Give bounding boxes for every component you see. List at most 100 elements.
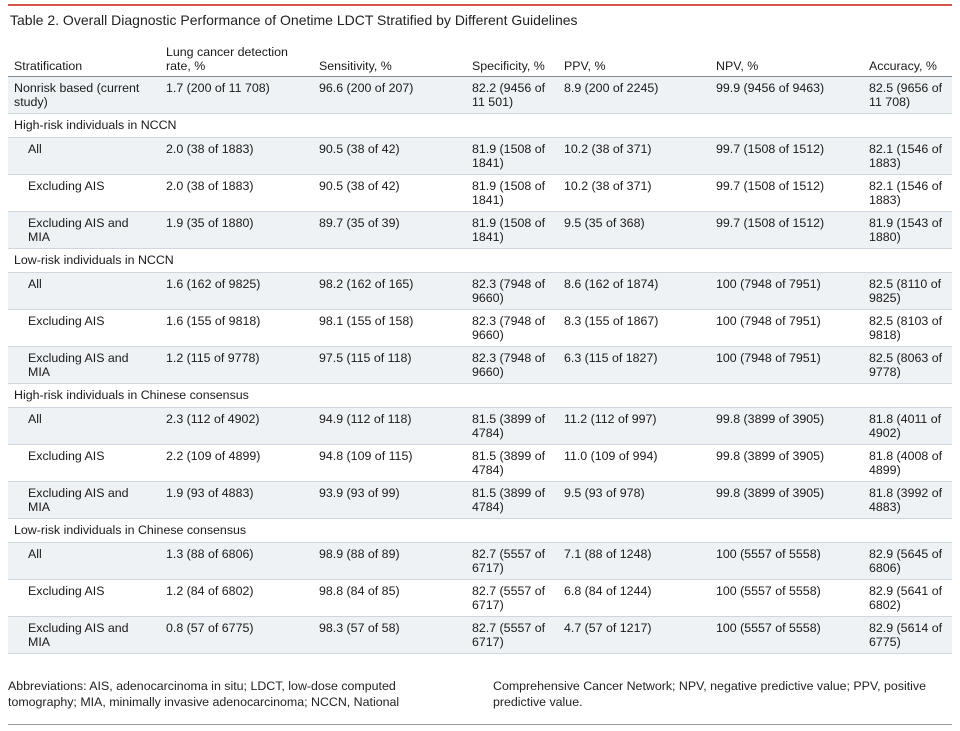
row-label: All (8, 407, 160, 445)
table-cell: 82.9 (5614 of 6775) (863, 616, 952, 654)
row-label: All (8, 542, 160, 580)
table-cell: 1.6 (162 of 9825) (160, 272, 313, 310)
table-cell: 97.5 (115 of 118) (313, 346, 466, 384)
table-cell: 99.9 (9456 of 9463) (710, 76, 863, 114)
table-cell: 2.3 (112 of 4902) (160, 407, 313, 445)
table-cell: 8.9 (200 of 2245) (558, 76, 710, 114)
table-cell: 82.5 (9656 of 11 708) (863, 76, 952, 114)
table-cell: 99.7 (1508 of 1512) (710, 211, 863, 249)
table-row: Excluding AIS and MIA 0.8 (57 of 6775) 98.… (8, 616, 952, 654)
table-cell: 82.2 (9456 of 11 501) (466, 76, 558, 114)
table-cell: 94.9 (112 of 118) (313, 407, 466, 445)
column-header: Accuracy, % (863, 36, 952, 77)
table-cell: 89.7 (35 of 39) (313, 211, 466, 249)
table-cell: 1.9 (93 of 4883) (160, 481, 313, 519)
table-cell: 82.3 (7948 of 9660) (466, 346, 558, 384)
section-label: Low-risk individuals in NCCN (8, 248, 952, 273)
table-cell: 98.2 (162 of 165) (313, 272, 466, 310)
row-label: Excluding AIS and MIA (8, 346, 160, 384)
table-cell: 82.7 (5557 of 6717) (466, 616, 558, 654)
table-cell: 1.7 (200 of 11 708) (160, 76, 313, 114)
table-header-row: Stratification Lung cancer detection rat… (8, 36, 952, 77)
table-cell: 0.8 (57 of 6775) (160, 616, 313, 654)
table-body: Nonrisk based (current study) 1.7 (200 of… (8, 76, 952, 654)
table-cell: 90.5 (38 of 42) (313, 174, 466, 212)
table-cell: 1.6 (155 of 9818) (160, 309, 313, 347)
diagnostic-performance-table: Stratification Lung cancer detection rat… (8, 36, 952, 654)
table-cell: 100 (7948 of 7951) (710, 309, 863, 347)
table-section-row: High-risk individuals in NCCN (8, 113, 952, 138)
table-cell: 98.9 (88 of 89) (313, 542, 466, 580)
table-cell: 9.5 (93 of 978) (558, 481, 710, 519)
table-cell: 82.1 (1546 of 1883) (863, 137, 952, 175)
table-row: Excluding AIS 2.0 (38 of 1883) 90.5 (38 of… (8, 174, 952, 212)
table-cell: 98.1 (155 of 158) (313, 309, 466, 347)
table-cell: 6.3 (115 of 1827) (558, 346, 710, 384)
table-cell: 1.3 (88 of 6806) (160, 542, 313, 580)
table-cell: 100 (5557 of 5558) (710, 579, 863, 617)
table-cell: 81.8 (4008 of 4899) (863, 444, 952, 482)
table-row: Excluding AIS 2.2 (109 of 4899) 94.8 (109 … (8, 444, 952, 482)
section-label: High-risk individuals in Chinese consens… (8, 383, 952, 408)
row-label: Excluding AIS and MIA (8, 481, 160, 519)
footnote-abbreviations: Abbreviations: AIS, adenocarcinoma in si… (8, 679, 400, 709)
table-cell: 100 (5557 of 5558) (710, 542, 863, 580)
table-cell: 81.9 (1508 of 1841) (466, 211, 558, 249)
table-row: Excluding AIS and MIA 1.2 (115 of 9778) 97… (8, 346, 952, 384)
table-cell: 100 (5557 of 5558) (710, 616, 863, 654)
table-cell: 96.6 (200 of 207) (313, 76, 466, 114)
table-cell: 6.8 (84 of 1244) (558, 579, 710, 617)
table-cell: 82.5 (8110 of 9825) (863, 272, 952, 310)
table-cell: 1.9 (35 of 1880) (160, 211, 313, 249)
table-section-row: Low-risk individuals in Chinese consensu… (8, 518, 952, 543)
table-row: All 2.0 (38 of 1883) 90.5 (38 of 42) 81.9 (… (8, 137, 952, 175)
table-cell: 81.9 (1508 of 1841) (466, 137, 558, 175)
table-cell: 98.8 (84 of 85) (313, 579, 466, 617)
row-label: Excluding AIS (8, 444, 160, 482)
table-row: Nonrisk based (current study) 1.7 (200 of… (8, 76, 952, 114)
table-cell: 11.0 (109 of 994) (558, 444, 710, 482)
table-cell: 82.7 (5557 of 6717) (466, 542, 558, 580)
table-cell: 98.3 (57 of 58) (313, 616, 466, 654)
table-row: Excluding AIS 1.2 (84 of 6802) 98.8 (84 of… (8, 579, 952, 617)
column-header: Sensitivity, % (313, 36, 466, 77)
title-accent-line (8, 4, 952, 6)
table-section-row: Low-risk individuals in NCCN (8, 248, 952, 273)
table-cell: 81.9 (1508 of 1841) (466, 174, 558, 212)
column-header: NPV, % (710, 36, 863, 77)
table-cell: 82.3 (7948 of 9660) (466, 272, 558, 310)
table-row: All 1.6 (162 of 9825) 98.2 (162 of 165) 82.… (8, 272, 952, 310)
table-cell: 81.9 (1543 of 1880) (863, 211, 952, 249)
table-cell: 93.9 (93 of 99) (313, 481, 466, 519)
table-cell: 82.5 (8103 of 9818) (863, 309, 952, 347)
table-row: Excluding AIS 1.6 (155 of 9818) 98.1 (155 … (8, 309, 952, 347)
table-cell: 100 (7948 of 7951) (710, 272, 863, 310)
section-label: High-risk individuals in NCCN (8, 113, 952, 138)
table-cell: 99.8 (3899 of 3905) (710, 481, 863, 519)
column-header: Stratification (8, 36, 160, 77)
table-cell: 81.5 (3899 of 4784) (466, 481, 558, 519)
table-cell: 2.2 (109 of 4899) (160, 444, 313, 482)
table-bottom-rule (8, 724, 952, 725)
table-cell: 81.8 (4011 of 4902) (863, 407, 952, 445)
table-row: Excluding AIS and MIA 1.9 (93 of 4883) 93.… (8, 481, 952, 519)
table-cell: 82.1 (1546 of 1883) (863, 174, 952, 212)
table-cell: 82.5 (8063 of 9778) (863, 346, 952, 384)
table-cell: 82.3 (7948 of 9660) (466, 309, 558, 347)
section-label: Low-risk individuals in Chinese consensu… (8, 518, 952, 543)
column-header: Lung cancer detection rate, % (160, 36, 313, 77)
table-cell: 1.2 (115 of 9778) (160, 346, 313, 384)
table-cell: 100 (7948 of 7951) (710, 346, 863, 384)
footnote-abbreviations-continued: Comprehensive Cancer Network; NPV, negat… (493, 679, 926, 709)
table-cell: 10.2 (38 of 371) (558, 174, 710, 212)
table-cell: 2.0 (38 of 1883) (160, 137, 313, 175)
table-cell: 8.6 (162 of 1874) (558, 272, 710, 310)
table-row: All 2.3 (112 of 4902) 94.9 (112 of 118) 81.… (8, 407, 952, 445)
table-cell: 1.2 (84 of 6802) (160, 579, 313, 617)
table-cell: 82.9 (5641 of 6802) (863, 579, 952, 617)
table-cell: 99.7 (1508 of 1512) (710, 174, 863, 212)
table-cell: 2.0 (38 of 1883) (160, 174, 313, 212)
row-label: Nonrisk based (current study) (8, 76, 160, 114)
row-label: Excluding AIS (8, 174, 160, 212)
table-cell: 81.8 (3992 of 4883) (863, 481, 952, 519)
